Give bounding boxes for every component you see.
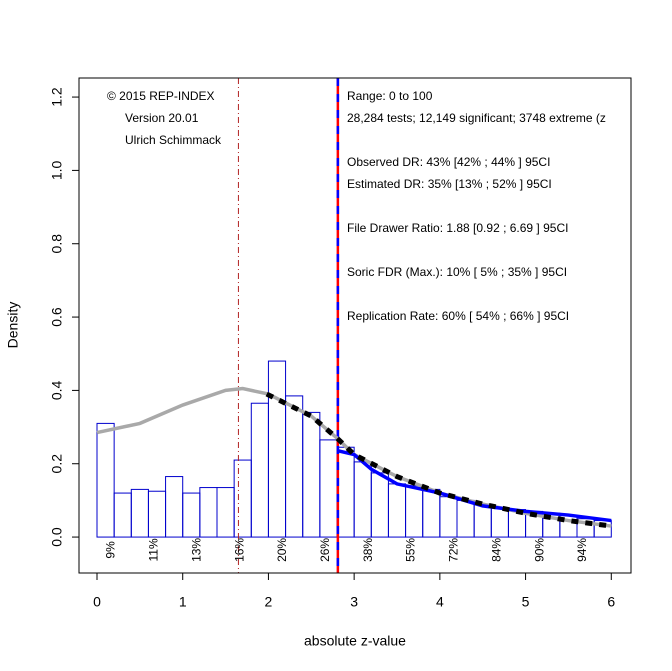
density-curve — [265, 391, 612, 529]
annotation: File Drawer Ratio: 1.88 [0.92 ; 6.69 ] 9… — [347, 221, 568, 235]
local-power-label: 16% — [232, 538, 246, 562]
x-tick-label: 3 — [350, 594, 358, 610]
credit: © 2015 REP-INDEX — [107, 89, 215, 103]
local-power-label: 11% — [147, 538, 161, 561]
local-power-label: 94% — [575, 538, 589, 562]
x-tick-label: 2 — [265, 594, 273, 610]
local-power-label: 55% — [404, 538, 418, 562]
local-power-label: 84% — [489, 538, 503, 562]
annotation: Range: 0 to 100 — [347, 89, 433, 103]
local-power-label: 20% — [275, 538, 289, 562]
local-power-label: 9% — [104, 541, 118, 559]
local-power-label: 26% — [318, 538, 332, 562]
y-axis-label: Density — [5, 302, 21, 349]
credit: Ulrich Schimmack — [125, 133, 222, 147]
y-tick-label: 0.2 — [49, 454, 65, 474]
x-axis-label: absolute z-value — [304, 633, 406, 649]
y-tick-label: 1.0 — [49, 160, 65, 180]
annotation: Observed DR: 43% [42% ; 44% ] 95CI — [347, 155, 550, 169]
x-tick-label: 4 — [436, 594, 444, 610]
annotation: Soric FDR (Max.): 10% [ 5% ; 35% ] 95CI — [347, 265, 567, 279]
annotation: 28,284 tests; 12,149 significant; 3748 e… — [347, 111, 606, 125]
annotation: Replication Rate: 60% [ 54% ; 66% ] 95CI — [347, 309, 569, 323]
local-power-label: 72% — [447, 538, 461, 562]
x-tick-label: 5 — [522, 594, 530, 610]
bar — [96, 422, 115, 538]
y-tick-label: 1.2 — [49, 87, 65, 107]
y-tick-label: 0.4 — [49, 380, 65, 400]
y-tick-label: 0.8 — [49, 234, 65, 254]
local-power-label: 90% — [532, 538, 546, 562]
local-power-label: 13% — [189, 538, 203, 562]
x-tick-label: 0 — [93, 594, 101, 610]
plot-box — [78, 77, 632, 574]
x-tick-label: 1 — [179, 594, 187, 610]
plot-area: 9% 11% 13% 16% 20% 26% 38% 55% 72% 84% 90% 94% © 201… — [96, 78, 612, 573]
y-tick-label: 0.0 — [49, 527, 65, 547]
y-tick-label: 0.6 — [49, 307, 65, 327]
annotation: Estimated DR: 35% [13% ; 52% ] 95CI — [347, 177, 552, 191]
local-power-label: 38% — [361, 538, 375, 562]
x-tick-label: 6 — [607, 594, 615, 610]
credit: Version 20.01 — [125, 111, 199, 125]
